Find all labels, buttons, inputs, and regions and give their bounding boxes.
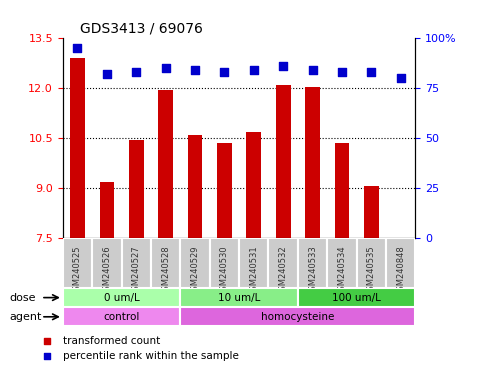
Text: dose: dose [10, 293, 36, 303]
Bar [305, 87, 320, 238]
Bar [246, 132, 261, 238]
Text: 10 um/L: 10 um/L [218, 293, 260, 303]
Text: GSM240528: GSM240528 [161, 246, 170, 296]
Bar [158, 90, 173, 238]
Text: GSM240527: GSM240527 [132, 246, 141, 296]
Text: GSM240848: GSM240848 [396, 246, 405, 296]
Point [279, 63, 287, 70]
FancyBboxPatch shape [356, 238, 386, 288]
Text: control: control [103, 312, 140, 322]
Point [315, 266, 323, 272]
Bar [188, 135, 202, 238]
FancyBboxPatch shape [180, 288, 298, 307]
Point [338, 69, 346, 75]
Point [250, 67, 257, 73]
Point [103, 71, 111, 78]
Text: agent: agent [10, 312, 42, 322]
Text: percentile rank within the sample: percentile rank within the sample [63, 351, 239, 361]
Text: GSM240531: GSM240531 [249, 246, 258, 296]
Text: 0 um/L: 0 um/L [104, 293, 140, 303]
FancyBboxPatch shape [151, 238, 180, 288]
Text: 100 um/L: 100 um/L [332, 293, 381, 303]
Bar [70, 58, 85, 238]
FancyBboxPatch shape [63, 307, 180, 326]
FancyBboxPatch shape [239, 238, 269, 288]
Point [132, 69, 140, 75]
Text: GSM240533: GSM240533 [308, 246, 317, 296]
FancyBboxPatch shape [298, 288, 415, 307]
Bar [217, 143, 232, 238]
Bar [335, 143, 349, 238]
FancyBboxPatch shape [122, 238, 151, 288]
Bar [364, 187, 379, 238]
FancyBboxPatch shape [92, 238, 122, 288]
Point [221, 69, 228, 75]
FancyBboxPatch shape [210, 238, 239, 288]
Text: GSM240534: GSM240534 [338, 246, 346, 296]
Point [309, 67, 316, 73]
Text: GSM240529: GSM240529 [190, 246, 199, 296]
Text: GSM240525: GSM240525 [73, 246, 82, 296]
Text: GSM240530: GSM240530 [220, 246, 229, 296]
Bar [129, 140, 143, 238]
Point [73, 45, 81, 51]
Text: transformed count: transformed count [63, 336, 160, 346]
Point [191, 67, 199, 73]
Bar [276, 85, 290, 238]
Point [368, 69, 375, 75]
Text: GSM240535: GSM240535 [367, 246, 376, 296]
FancyBboxPatch shape [180, 238, 210, 288]
FancyBboxPatch shape [180, 307, 415, 326]
Point [397, 75, 405, 81]
Text: homocysteine: homocysteine [261, 312, 335, 322]
FancyBboxPatch shape [63, 288, 180, 307]
Text: GSM240532: GSM240532 [279, 246, 288, 296]
Point [162, 65, 170, 71]
FancyBboxPatch shape [298, 238, 327, 288]
Bar [99, 182, 114, 238]
Point [315, 124, 323, 131]
FancyBboxPatch shape [386, 238, 415, 288]
Text: GDS3413 / 69076: GDS3413 / 69076 [80, 22, 203, 36]
FancyBboxPatch shape [269, 238, 298, 288]
FancyBboxPatch shape [63, 238, 92, 288]
Text: GSM240526: GSM240526 [102, 246, 112, 296]
FancyBboxPatch shape [327, 238, 356, 288]
